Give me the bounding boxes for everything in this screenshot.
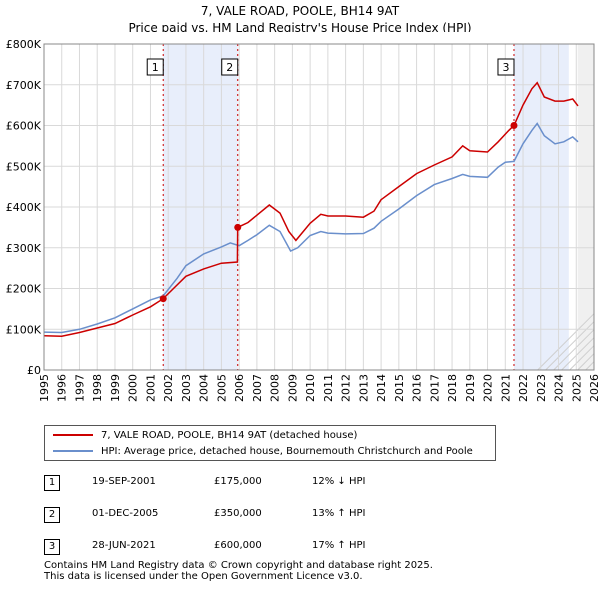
y-tick-label: £100K	[6, 323, 42, 336]
x-tick-label: 2018	[446, 374, 459, 402]
marker-label-box	[146, 58, 164, 76]
y-tick-label: £0	[27, 364, 41, 377]
x-tick-label: 2000	[127, 374, 140, 402]
y-tick-label: £600K	[6, 120, 42, 133]
x-tick-label: 2002	[162, 374, 175, 402]
series-line	[43, 81, 579, 337]
x-tick-label: 1999	[109, 374, 122, 402]
sale-hpi-diff: 13% ↑ HPI	[312, 508, 366, 519]
plot-right-mask	[594, 42, 600, 372]
plot-bottom-mask	[44, 370, 594, 382]
legend-item-property: 7, VALE ROAD, POOLE, BH14 9AT (detached …	[53, 429, 357, 443]
series-line	[43, 122, 579, 334]
marker-label-text: 1	[152, 61, 159, 74]
sale-number-badge: 3	[44, 539, 60, 555]
x-tick-label: 2013	[357, 374, 370, 402]
y-tick-label: £700K	[6, 79, 42, 92]
sale-hpi-diff: 12% ↓ HPI	[312, 476, 366, 487]
footer-copyright: Contains HM Land Registry data © Crown c…	[44, 560, 433, 571]
x-tick-label: 2024	[553, 374, 566, 402]
y-tick-label: £400K	[6, 201, 42, 214]
plot-area: 1 2 3 £0 £100K £200K £300K £400K £500K £600K £700K…	[6, 32, 600, 402]
x-tick-label: 2005	[215, 374, 228, 402]
sale-point	[159, 295, 167, 303]
legend: 7, VALE ROAD, POOLE, BH14 9AT (detached …	[44, 425, 496, 461]
price-chart: 7, VALE ROAD, POOLE, BH14 9AT Price paid…	[6, 4, 600, 402]
sale-hpi-diff: 17% ↑ HPI	[312, 540, 366, 551]
x-tick-label: 2017	[428, 374, 441, 402]
marker-label-text: 3	[502, 61, 509, 74]
x-tick-label: 1995	[38, 374, 51, 402]
legend-label-property: 7, VALE ROAD, POOLE, BH14 9AT (detached …	[101, 430, 358, 441]
x-tick-label: 1997	[73, 374, 86, 402]
y-tick-label: £500K	[6, 160, 42, 173]
sale-number-badge: 1	[44, 475, 60, 491]
plot-border	[43, 43, 595, 371]
marker-label-box	[497, 58, 515, 76]
x-tick-label: 2008	[269, 374, 282, 402]
footer: Contains HM Land Registry data © Crown c…	[44, 560, 433, 582]
sale-date: 28-JUN-2021	[92, 540, 156, 551]
legend-swatch-red	[53, 434, 93, 436]
sale-price: £350,000	[214, 508, 262, 519]
x-tick-label: 1996	[56, 374, 69, 402]
x-tick-label: 1998	[91, 374, 104, 402]
plot-top-mask	[44, 32, 594, 44]
legend-item-hpi: HPI: Average price, detached house, Bour…	[53, 445, 473, 459]
x-tick-label: 2012	[340, 374, 353, 402]
chart-subtitle: Price paid vs. HM Land Registry's House …	[128, 21, 471, 35]
x-tick-label: 2022	[517, 374, 530, 402]
sale-price: £600,000	[214, 540, 262, 551]
chart-title: 7, VALE ROAD, POOLE, BH14 9AT	[201, 4, 400, 18]
sale-row: 3 28-JUN-2021 £600,000 17% ↑ HPI	[44, 536, 484, 556]
x-tick-label: 2011	[322, 374, 335, 402]
x-tick-label: 2015	[393, 374, 406, 402]
x-tick-label: 2004	[198, 374, 211, 402]
y-tick-label: £200K	[6, 283, 42, 296]
x-tick-label: 2014	[375, 374, 388, 402]
forecast-hatch-line	[537, 306, 600, 371]
x-tick-label: 2010	[304, 374, 317, 402]
sale-price: £175,000	[214, 476, 262, 487]
y-tick-label: £300K	[6, 242, 42, 255]
legend-swatch-blue	[53, 450, 93, 452]
sale-row: 1 19-SEP-2001 £175,000 12% ↓ HPI	[44, 472, 484, 492]
sale-point	[234, 223, 242, 231]
sale-point	[510, 122, 518, 129]
sale-row: 2 01-DEC-2005 £350,000 13% ↑ HPI	[44, 504, 484, 524]
sale-date: 19-SEP-2001	[92, 476, 156, 487]
x-tick-label: 2007	[251, 374, 264, 402]
x-tick-label: 2020	[482, 374, 495, 402]
x-tick-label: 2001	[144, 374, 157, 402]
footer-license: This data is licensed under the Open Gov…	[44, 571, 363, 582]
x-tick-label: 2016	[411, 374, 424, 402]
legend-label-hpi: HPI: Average price, detached house, Bour…	[101, 446, 473, 457]
x-tick-label: 2009	[286, 374, 299, 402]
sale-date: 01-DEC-2005	[92, 508, 159, 519]
marker-label-text: 2	[226, 61, 233, 74]
x-tick-label: 2023	[535, 374, 548, 402]
marker-label-box	[221, 58, 239, 76]
x-tick-label: 2026	[588, 374, 600, 402]
y-tick-label: £800K	[6, 38, 42, 51]
x-tick-label: 2025	[570, 374, 583, 402]
x-tick-label: 2021	[499, 374, 512, 402]
sale-number-badge: 2	[44, 507, 60, 523]
x-tick-label: 2003	[180, 374, 193, 402]
x-tick-label: 2006	[233, 374, 246, 402]
x-tick-label: 2019	[464, 374, 477, 402]
